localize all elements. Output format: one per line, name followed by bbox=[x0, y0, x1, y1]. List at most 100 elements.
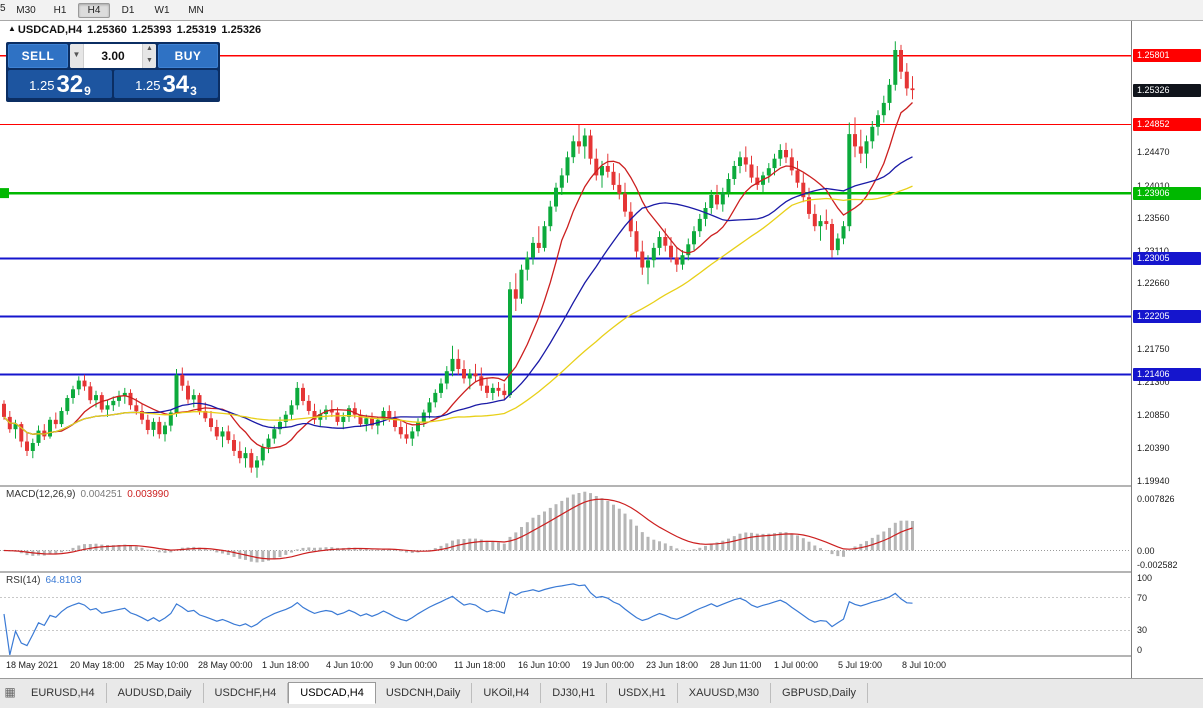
chart-tab-ukoil-h4[interactable]: UKOil,H4 bbox=[472, 683, 542, 703]
rsi-axis-label: 30 bbox=[1137, 625, 1148, 636]
rsi-name: RSI(14) bbox=[6, 575, 41, 586]
price-axis-tick: 1.22660 bbox=[1137, 278, 1170, 289]
buy-button[interactable]: BUY bbox=[158, 44, 218, 68]
price-axis-tick: 1.20850 bbox=[1137, 409, 1170, 420]
time-axis-label: 9 Jun 00:00 bbox=[390, 660, 438, 670]
macd-axis-label: 0.007826 bbox=[1137, 493, 1175, 504]
low-value: 1.25319 bbox=[176, 24, 217, 36]
time-axis[interactable]: 18 May 2021 20 May 18:00 25 May 10:00 28 Ma… bbox=[0, 657, 1131, 679]
chart-tab-audusd-daily[interactable]: AUDUSD,Daily bbox=[107, 683, 204, 703]
time-axis-label: 1 Jul 00:00 bbox=[774, 660, 819, 670]
pane-separator[interactable] bbox=[0, 485, 1203, 487]
macd-axis-label: -0.002582 bbox=[1137, 560, 1178, 570]
ma-line bbox=[3, 185, 913, 435]
sell-button[interactable]: SELL bbox=[8, 44, 68, 68]
one-click-trading-panel: SELL ▼ ▲ ▼ BUY 1.25 32 9 1 bbox=[6, 42, 220, 102]
volume-control: ▼ ▲ ▼ bbox=[70, 44, 156, 68]
close-value: 1.25326 bbox=[221, 24, 262, 36]
chart-ohlc-title: ▲ USDCAD,H4 1.25360 1.25393 1.25319 1.25326 bbox=[8, 24, 266, 36]
volume-spinner: ▲ ▼ bbox=[142, 44, 156, 68]
price-axis-tag: 1.25801 bbox=[1133, 49, 1201, 63]
price-axis-tick: 1.24470 bbox=[1137, 147, 1170, 158]
price-axis-tick: 1.21300 bbox=[1137, 377, 1170, 388]
price-axis-tick: 1.20390 bbox=[1137, 443, 1170, 454]
price-axis-tag: 1.25326 bbox=[1133, 83, 1201, 97]
time-axis-label: 11 Jun 18:00 bbox=[454, 660, 506, 670]
timeframe-button-h1[interactable]: H1 bbox=[53, 5, 67, 16]
time-axis-label: 23 Jun 18:00 bbox=[646, 660, 699, 670]
level-handle bbox=[0, 188, 9, 199]
volume-up-icon[interactable]: ▲ bbox=[143, 44, 156, 56]
timeframe-button-d1[interactable]: D1 bbox=[121, 5, 135, 16]
price-axis-tick: 1.24010 bbox=[1137, 180, 1170, 191]
rsi-axis-label: 100 bbox=[1137, 573, 1153, 583]
timeframe-button-mn[interactable]: MN bbox=[188, 5, 204, 16]
macd-axis-label: 0.00 bbox=[1137, 545, 1155, 556]
timeframe-button-m30[interactable]: M30 bbox=[16, 5, 36, 16]
price-axis-tick: 1.21750 bbox=[1137, 344, 1170, 355]
chart-tab-usdchf-h4[interactable]: USDCHF,H4 bbox=[204, 683, 289, 703]
timeframe-button-h4[interactable]: H4 bbox=[78, 3, 110, 18]
sell-price-pips: 32 bbox=[56, 71, 84, 98]
chart-tab-dj30-h1[interactable]: DJ30,H1 bbox=[541, 683, 608, 703]
timeframe-toolbar: 5 M30 H1 H4 D1 W1 MN bbox=[0, 0, 1203, 21]
pane-separator[interactable] bbox=[0, 571, 1203, 573]
time-axis-label: 16 Jun 10:00 bbox=[518, 660, 571, 670]
chart-tab-usdcnh-daily[interactable]: USDCNH,Daily bbox=[375, 683, 473, 703]
chart-tab-eurusd-h4[interactable]: EURUSD,H4 bbox=[20, 683, 107, 703]
high-value: 1.25393 bbox=[131, 24, 172, 36]
price-axis-tag: 1.24852 bbox=[1133, 118, 1201, 132]
rsi-axis-label: 70 bbox=[1137, 592, 1148, 603]
buy-price-button[interactable]: 1.25 34 3 bbox=[114, 70, 218, 98]
time-axis-label: 18 May 2021 bbox=[6, 660, 59, 670]
time-axis-label: 28 May 00:00 bbox=[198, 660, 253, 670]
macd-signal-line bbox=[3, 498, 913, 560]
price-axis-tag: 1.22205 bbox=[1133, 309, 1201, 323]
price-axis[interactable]: 1.24470 1.24010 1.23560 1.23110 1.22660 1.217… bbox=[1131, 21, 1203, 679]
time-axis-label: 20 May 18:00 bbox=[70, 660, 125, 670]
time-axis-label: 4 Jun 10:00 bbox=[326, 660, 374, 670]
price-axis-tick: 1.23560 bbox=[1137, 213, 1170, 224]
volume-down-icon[interactable]: ▼ bbox=[143, 56, 156, 68]
buy-price-prefix: 1.25 bbox=[135, 78, 161, 93]
rsi-indicator-canvas[interactable] bbox=[0, 573, 1131, 655]
time-axis-label: 8 Jul 10:00 bbox=[902, 660, 947, 670]
macd-name: MACD(12,26,9) bbox=[6, 489, 76, 500]
volume-input[interactable] bbox=[84, 44, 142, 68]
panel-collapse-arrow-icon[interactable]: ▲ bbox=[8, 24, 16, 33]
rsi-label: RSI(14) 64.8103 bbox=[6, 575, 82, 586]
sell-price-point: 9 bbox=[84, 84, 91, 98]
open-value: 1.25360 bbox=[87, 24, 127, 36]
time-axis-label: 1 Jun 18:00 bbox=[262, 660, 310, 670]
ma-line bbox=[3, 102, 913, 450]
price-axis-tag: 1.21406 bbox=[1133, 367, 1201, 381]
volume-dropdown-icon[interactable]: ▼ bbox=[70, 44, 84, 68]
ma-line bbox=[3, 156, 913, 435]
rsi-line bbox=[3, 583, 913, 655]
price-axis-tick: 1.23110 bbox=[1137, 245, 1169, 256]
chart-tab-xauusd-m30[interactable]: XAUUSD,M30 bbox=[678, 683, 772, 703]
macd-label: MACD(12,26,9) 0.004251 0.003990 bbox=[6, 489, 169, 500]
rsi-value: 64.8103 bbox=[45, 575, 82, 586]
timeframe-button-clipped[interactable]: 5 bbox=[0, 3, 6, 14]
sell-price-button[interactable]: 1.25 32 9 bbox=[8, 70, 112, 98]
timeframe-button-w1[interactable]: W1 bbox=[154, 5, 170, 16]
time-axis-label: 5 Jul 19:00 bbox=[838, 660, 883, 670]
macd-signal-value: 0.003990 bbox=[127, 489, 169, 500]
rsi-axis-label: 0 bbox=[1137, 645, 1143, 655]
pane-separator bbox=[0, 655, 1203, 657]
chart-tab-usdx-h1[interactable]: USDX,H1 bbox=[607, 683, 678, 703]
price-axis-tick: 1.19940 bbox=[1137, 475, 1170, 486]
macd-main-value: 0.004251 bbox=[80, 489, 123, 500]
chart-tab-bar: ▦ EURUSD,H4 AUDUSD,Daily USDCHF,H4 USDCAD,H4… bbox=[0, 678, 1203, 708]
chart-list-icon[interactable]: ▦ bbox=[4, 685, 16, 699]
time-axis-label: 25 May 10:00 bbox=[134, 660, 189, 670]
chart-window: 18 May 2021 20 May 18:00 25 May 10:00 28 Ma… bbox=[0, 20, 1203, 679]
chart-symbol-label: USDCAD,H4 bbox=[17, 24, 83, 36]
chart-tab-gbpusd-daily[interactable]: GBPUSD,Daily bbox=[771, 683, 869, 703]
chart-tab-usdcad-h4[interactable]: USDCAD,H4 bbox=[288, 682, 376, 704]
time-axis-label: 28 Jun 11:00 bbox=[710, 660, 762, 670]
buy-price-pips: 34 bbox=[162, 71, 190, 98]
macd-indicator-canvas[interactable] bbox=[0, 487, 1131, 571]
